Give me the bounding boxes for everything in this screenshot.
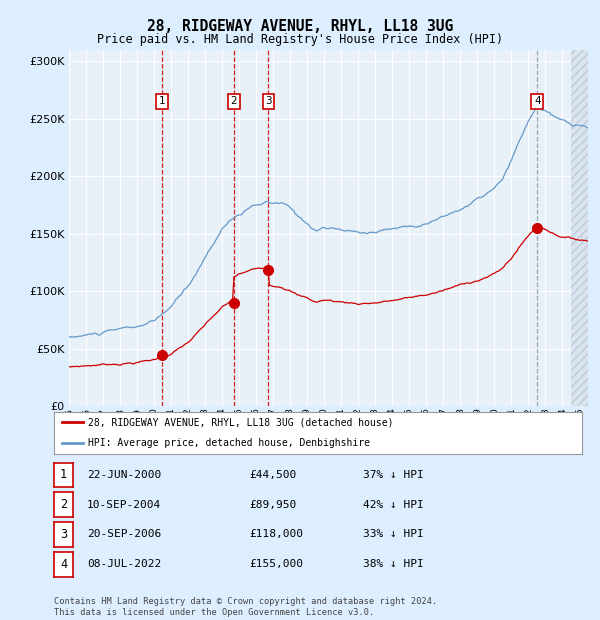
Text: 4: 4	[60, 558, 67, 570]
Text: 2: 2	[230, 96, 237, 106]
Text: 37% ↓ HPI: 37% ↓ HPI	[363, 470, 424, 480]
Text: HPI: Average price, detached house, Denbighshire: HPI: Average price, detached house, Denb…	[88, 438, 370, 448]
Text: 33% ↓ HPI: 33% ↓ HPI	[363, 529, 424, 539]
Text: Contains HM Land Registry data © Crown copyright and database right 2024.
This d: Contains HM Land Registry data © Crown c…	[54, 598, 437, 617]
Text: 28, RIDGEWAY AVENUE, RHYL, LL18 3UG (detached house): 28, RIDGEWAY AVENUE, RHYL, LL18 3UG (det…	[88, 417, 394, 427]
Text: 1: 1	[159, 96, 166, 106]
Bar	[571, 50, 588, 406]
Text: Price paid vs. HM Land Registry's House Price Index (HPI): Price paid vs. HM Land Registry's House …	[97, 33, 503, 45]
Text: £155,000: £155,000	[249, 559, 303, 569]
Text: 42% ↓ HPI: 42% ↓ HPI	[363, 500, 424, 510]
Text: £44,500: £44,500	[249, 470, 296, 480]
Text: 2: 2	[60, 498, 67, 511]
Text: 28, RIDGEWAY AVENUE, RHYL, LL18 3UG: 28, RIDGEWAY AVENUE, RHYL, LL18 3UG	[147, 19, 453, 33]
Text: £118,000: £118,000	[249, 529, 303, 539]
Text: 3: 3	[265, 96, 272, 106]
Text: 1: 1	[60, 469, 67, 481]
Text: 38% ↓ HPI: 38% ↓ HPI	[363, 559, 424, 569]
Text: 10-SEP-2004: 10-SEP-2004	[87, 500, 161, 510]
Text: 3: 3	[60, 528, 67, 541]
Text: £89,950: £89,950	[249, 500, 296, 510]
Text: 22-JUN-2000: 22-JUN-2000	[87, 470, 161, 480]
Text: 4: 4	[534, 96, 541, 106]
Text: 08-JUL-2022: 08-JUL-2022	[87, 559, 161, 569]
Text: 20-SEP-2006: 20-SEP-2006	[87, 529, 161, 539]
